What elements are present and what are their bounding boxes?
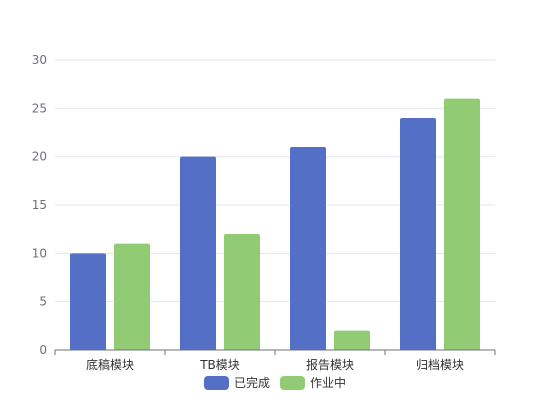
x-category-label: 底稿模块: [86, 357, 134, 372]
legend: 已完成 作业中: [204, 375, 346, 390]
bar-completed[interactable]: [400, 118, 436, 350]
legend-swatch: [204, 376, 229, 390]
bar-in-progress[interactable]: [334, 330, 370, 350]
bar-completed[interactable]: [180, 156, 216, 350]
y-tick-label: 10: [32, 246, 47, 260]
x-axis: 底稿模块 TB模块 报告模块 归档模块: [54, 349, 496, 372]
x-category-label: 报告模块: [306, 357, 354, 372]
legend-swatch: [280, 376, 305, 390]
x-category-label: 归档模块: [416, 358, 464, 372]
y-tick-label: 15: [32, 198, 47, 212]
bar-in-progress[interactable]: [444, 98, 480, 351]
bar-in-progress[interactable]: [224, 234, 260, 350]
y-tick-label: 25: [32, 101, 47, 115]
bar-in-progress[interactable]: [114, 243, 150, 350]
bar-completed[interactable]: [70, 253, 106, 350]
y-tick-label: 20: [32, 150, 47, 164]
bar-completed[interactable]: [290, 147, 326, 350]
legend-label: 作业中: [310, 375, 346, 390]
y-tick-label: 0: [39, 343, 47, 357]
legend-label: 已完成: [234, 375, 270, 390]
legend-item-in-progress[interactable]: 作业中: [280, 375, 346, 390]
y-axis-ticks: 0 5 10 15 20 25 30: [32, 53, 47, 357]
y-tick-label: 30: [32, 53, 47, 67]
bars: [70, 98, 480, 351]
legend-item-completed[interactable]: 已完成: [204, 375, 270, 390]
y-tick-label: 5: [39, 295, 47, 309]
x-category-label: TB模块: [199, 358, 240, 372]
